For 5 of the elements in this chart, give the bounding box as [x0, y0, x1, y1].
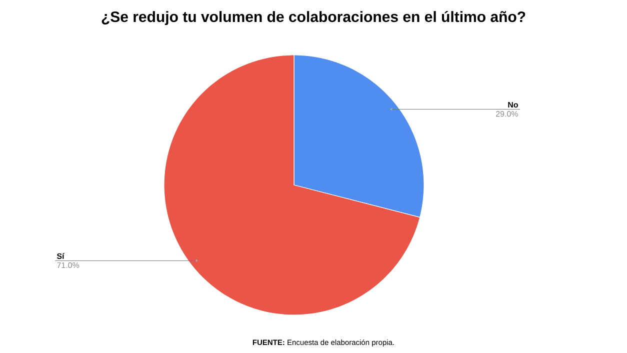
slice-label: No [508, 102, 518, 108]
slice-label: Sí [56, 253, 64, 259]
chart-title: ¿Se redujo tu volumen de colaboraciones en el último año? [102, 10, 526, 26]
data-label: 71.0% [57, 262, 80, 268]
data-label: 29.0% [496, 111, 518, 117]
